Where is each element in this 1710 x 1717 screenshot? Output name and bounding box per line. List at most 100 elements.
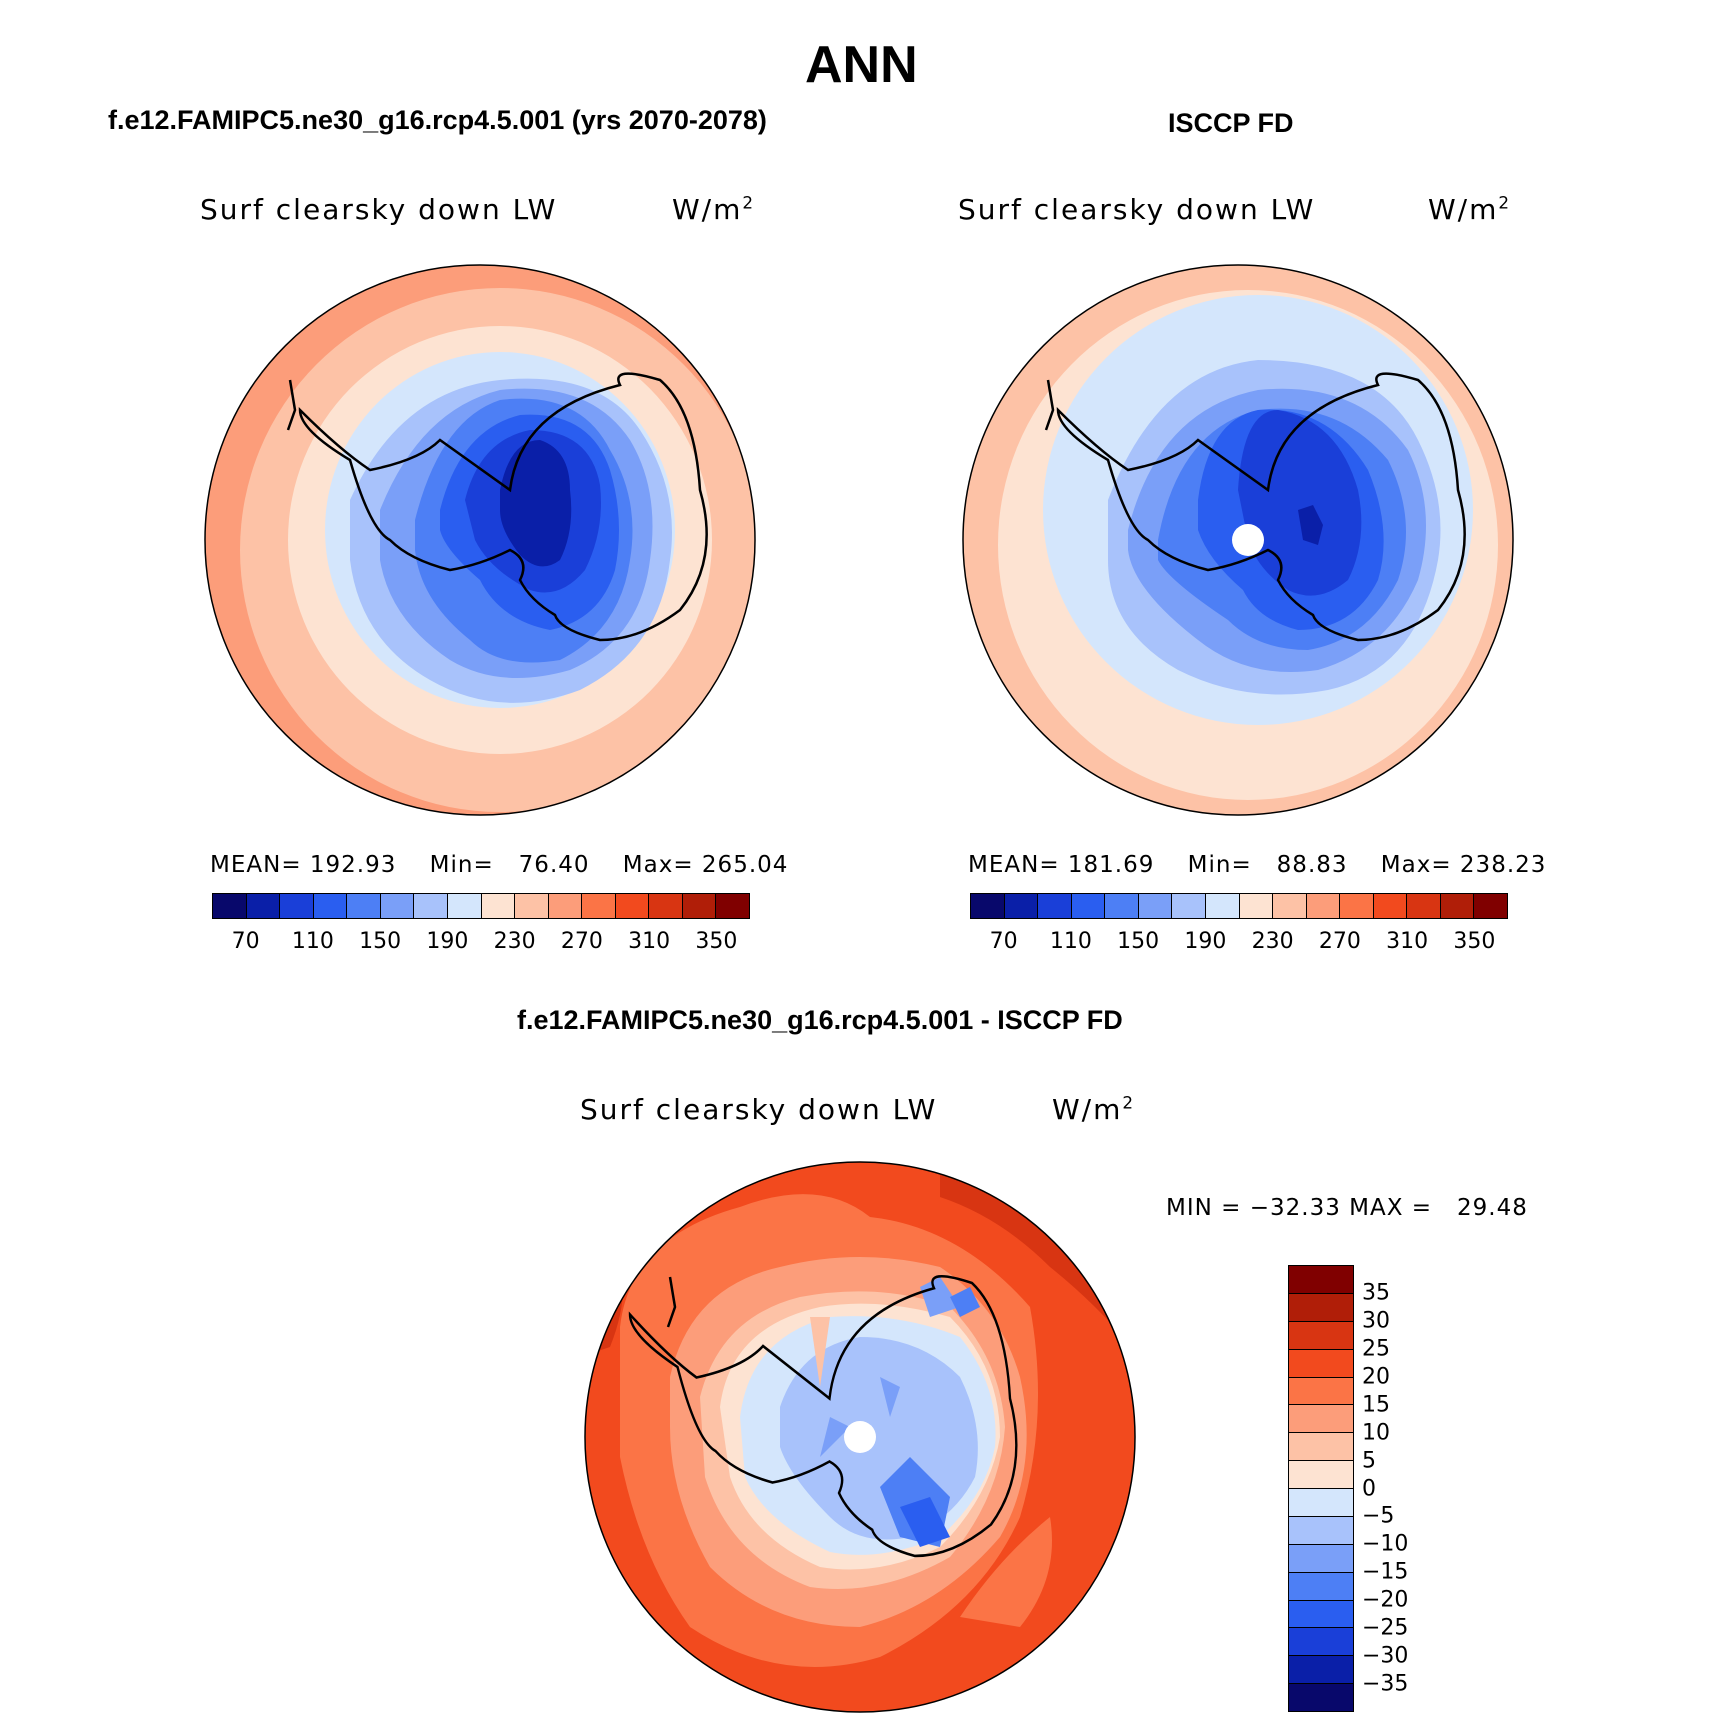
diff-colorbar-tick-label: −15 bbox=[1362, 1559, 1409, 1585]
colorbar-tick-label: 230 bbox=[1251, 929, 1294, 954]
diff-colorbar-swatch bbox=[1289, 1544, 1353, 1573]
diff-colorbar-swatch bbox=[1289, 1656, 1353, 1685]
diff-colorbar-tick-label: 20 bbox=[1362, 1364, 1390, 1390]
colorbar-tick-label: 110 bbox=[291, 929, 334, 954]
diff-colorbar-tick-label: 10 bbox=[1362, 1420, 1390, 1446]
left-colorbar-swatch bbox=[347, 894, 381, 918]
diff-colorbar-swatch bbox=[1289, 1266, 1353, 1294]
left-max-value: 265.04 bbox=[701, 852, 789, 878]
colorbar-tick-label: 270 bbox=[560, 929, 603, 954]
diff-units-label: W/m2 bbox=[1052, 1092, 1136, 1126]
diff-colorbar-tick-label: −5 bbox=[1362, 1503, 1395, 1529]
colorbar-tick-label: 150 bbox=[359, 929, 402, 954]
right-colorbar-swatch bbox=[1004, 894, 1039, 918]
diff-colorbar-swatch bbox=[1289, 1321, 1353, 1350]
left-colorbar-swatch bbox=[716, 894, 749, 918]
right-panel-title: ISCCP FD bbox=[1168, 108, 1294, 138]
diff-minmax: MIN = −32.33 MAX = 29.48 bbox=[1166, 1195, 1528, 1221]
right-max-value: 238.23 bbox=[1459, 852, 1547, 878]
colorbar-tick-label: 310 bbox=[1386, 929, 1429, 954]
colorbar-tick-label: 350 bbox=[1453, 929, 1496, 954]
right-colorbar-swatch bbox=[1038, 894, 1072, 918]
right-colorbar-swatch bbox=[1306, 894, 1341, 918]
diff-colorbar-tick-label: 5 bbox=[1362, 1448, 1376, 1474]
left-variable-label: Surf clearsky down LW bbox=[200, 193, 558, 226]
right-colorbar-swatch bbox=[1407, 894, 1441, 918]
left-colorbar-swatch bbox=[582, 894, 616, 918]
colorbar-tick-label: 350 bbox=[695, 929, 738, 954]
left-colorbar-swatch bbox=[682, 894, 717, 918]
right-colorbar-swatch bbox=[1273, 894, 1307, 918]
diff-panel-title: f.e12.FAMIPC5.ne30_g16.rcp4.5.001 - ISCC… bbox=[517, 1005, 1123, 1035]
diff-colorbar-swatch bbox=[1289, 1572, 1353, 1601]
diff-map bbox=[584, 1161, 1136, 1713]
right-colorbar-swatch bbox=[1172, 894, 1206, 918]
right-colorbar-swatch bbox=[971, 894, 1005, 918]
diff-colorbar-tick-label: −30 bbox=[1362, 1643, 1409, 1669]
diff-colorbar-swatch bbox=[1289, 1628, 1353, 1657]
left-colorbar-swatch bbox=[615, 894, 650, 918]
left-colorbar-swatch bbox=[213, 894, 247, 918]
right-colorbar-swatch bbox=[1474, 894, 1507, 918]
diff-colorbar-swatch bbox=[1289, 1293, 1353, 1322]
left-stats: MEAN= 192.93 Min= 76.40 Max= 265.04 bbox=[210, 852, 789, 878]
right-min-value: 88.83 bbox=[1276, 852, 1348, 878]
left-colorbar-swatch bbox=[649, 894, 683, 918]
right-colorbar-swatch bbox=[1440, 894, 1475, 918]
left-colorbar-swatch bbox=[280, 894, 314, 918]
left-colorbar-swatch bbox=[548, 894, 583, 918]
diff-colorbar-swatch bbox=[1289, 1377, 1353, 1406]
left-colorbar-swatch bbox=[380, 894, 415, 918]
right-colorbar-swatch bbox=[1373, 894, 1408, 918]
right-units-label: W/m2 bbox=[1428, 192, 1512, 226]
left-colorbar-swatch bbox=[447, 894, 482, 918]
diff-colorbar-tick-label: −35 bbox=[1362, 1671, 1409, 1697]
right-colorbar-labels: 70 110 150 190 230 270 310 350 bbox=[970, 929, 1508, 959]
left-colorbar-swatch bbox=[515, 894, 549, 918]
diff-colorbar-tick-label: −25 bbox=[1362, 1615, 1409, 1641]
left-colorbar-labels: 70 110 150 190 230 270 310 350 bbox=[212, 929, 750, 959]
left-colorbar-swatch bbox=[246, 894, 281, 918]
right-colorbar-swatch bbox=[1138, 894, 1173, 918]
diff-variable-label: Surf clearsky down LW bbox=[580, 1093, 938, 1126]
diff-colorbar-labels: 35 30 25 20 15 10 5 0 −5 −10 −15 −20 −25 −30 −35 bbox=[1362, 1265, 1432, 1712]
diff-colorbar bbox=[1288, 1265, 1354, 1712]
diff-colorbar-swatch bbox=[1289, 1433, 1353, 1462]
right-colorbar-swatch bbox=[1105, 894, 1139, 918]
diff-colorbar-swatch bbox=[1289, 1489, 1353, 1517]
colorbar-tick-label: 190 bbox=[426, 929, 469, 954]
diff-colorbar-tick-label: 25 bbox=[1362, 1336, 1390, 1362]
colorbar-tick-label: 110 bbox=[1049, 929, 1092, 954]
colorbar-tick-label: 310 bbox=[628, 929, 671, 954]
diff-colorbar-swatch bbox=[1289, 1684, 1353, 1711]
right-colorbar-swatch bbox=[1239, 894, 1274, 918]
left-min-value: 76.40 bbox=[518, 852, 590, 878]
diff-colorbar-swatch bbox=[1289, 1461, 1353, 1489]
right-colorbar-swatch bbox=[1205, 894, 1240, 918]
colorbar-tick-label: 230 bbox=[493, 929, 536, 954]
right-map bbox=[962, 264, 1514, 816]
diff-colorbar-tick-label: 0 bbox=[1362, 1476, 1376, 1501]
left-colorbar bbox=[212, 893, 750, 919]
colorbar-tick-label: 270 bbox=[1318, 929, 1361, 954]
right-stats: MEAN= 181.69 Min= 88.83 Max= 238.23 bbox=[968, 852, 1547, 878]
diff-colorbar-tick-label: −20 bbox=[1362, 1587, 1409, 1613]
diff-colorbar-tick-label: 30 bbox=[1362, 1308, 1390, 1334]
colorbar-tick-label: 70 bbox=[989, 929, 1018, 954]
diff-colorbar-swatch bbox=[1289, 1516, 1353, 1545]
colorbar-tick-label: 150 bbox=[1117, 929, 1160, 954]
right-mean-value: 181.69 bbox=[1067, 852, 1155, 878]
left-mean-value: 192.93 bbox=[309, 852, 397, 878]
page-title: ANN bbox=[805, 36, 918, 94]
diff-colorbar-tick-label: 15 bbox=[1362, 1392, 1390, 1418]
diff-colorbar-swatch bbox=[1289, 1349, 1353, 1378]
left-panel-title: f.e12.FAMIPC5.ne30_g16.rcp4.5.001 (yrs 2… bbox=[108, 105, 767, 135]
right-colorbar-swatch bbox=[1340, 894, 1374, 918]
right-colorbar-swatch bbox=[1071, 894, 1106, 918]
right-colorbar bbox=[970, 893, 1508, 919]
left-map bbox=[204, 264, 756, 816]
left-colorbar-swatch bbox=[481, 894, 516, 918]
diff-colorbar-tick-label: 35 bbox=[1362, 1280, 1390, 1306]
left-colorbar-swatch bbox=[313, 894, 348, 918]
diff-colorbar-swatch bbox=[1289, 1405, 1353, 1434]
